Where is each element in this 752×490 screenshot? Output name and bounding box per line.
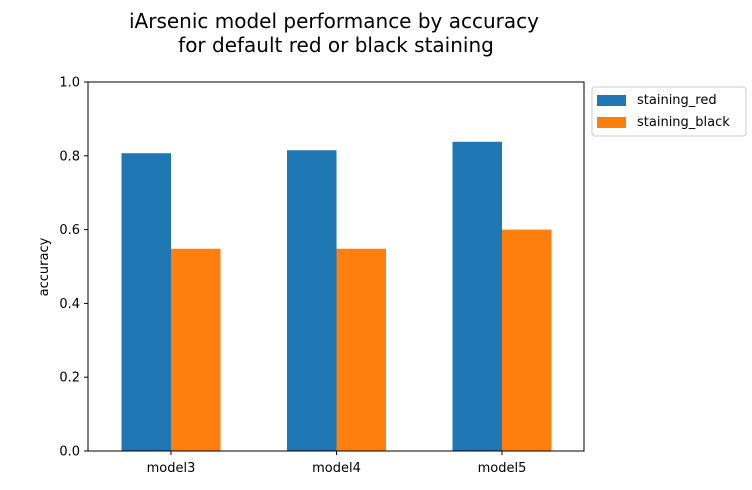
- y-tick-label: 0.0: [59, 445, 80, 460]
- legend-swatch-staining-black: [597, 117, 626, 128]
- legend-label-staining-red: staining_red: [637, 93, 717, 108]
- x-tick-label-model5: model5: [478, 461, 527, 476]
- bar-staining-red-model5: [452, 141, 502, 451]
- legend-frame: [591, 86, 747, 137]
- legend[interactable]: staining_red staining_black: [591, 86, 747, 137]
- y-tick-label: 0.4: [59, 297, 80, 312]
- y-tick-label: 0.6: [59, 223, 80, 238]
- y-axis: 0.0 0.2 0.4 0.6 0.8 1.0: [59, 76, 88, 460]
- bars-group: [121, 141, 552, 452]
- bar-staining-red-model4: [287, 150, 337, 451]
- chart-title-line-2: for default red or black staining: [178, 33, 494, 57]
- y-tick-label: 1.0: [59, 76, 80, 91]
- y-tick-label: 0.2: [59, 371, 80, 386]
- bar-staining-red-model3: [121, 153, 171, 452]
- x-tick-label-model4: model4: [312, 461, 361, 476]
- y-axis-label: accuracy: [37, 237, 52, 296]
- x-axis: model3 model4 model5: [147, 451, 527, 476]
- bar-staining-black-model5: [502, 229, 552, 451]
- legend-swatch-staining-red: [597, 95, 626, 106]
- legend-label-staining-black: staining_black: [637, 115, 730, 130]
- chart-title-line-1: iArsenic model performance by accuracy: [129, 9, 539, 33]
- bar-staining-black-model4: [336, 248, 386, 451]
- y-tick-label: 0.8: [59, 149, 80, 164]
- x-tick-label-model3: model3: [147, 461, 196, 476]
- bar-staining-black-model3: [171, 248, 221, 451]
